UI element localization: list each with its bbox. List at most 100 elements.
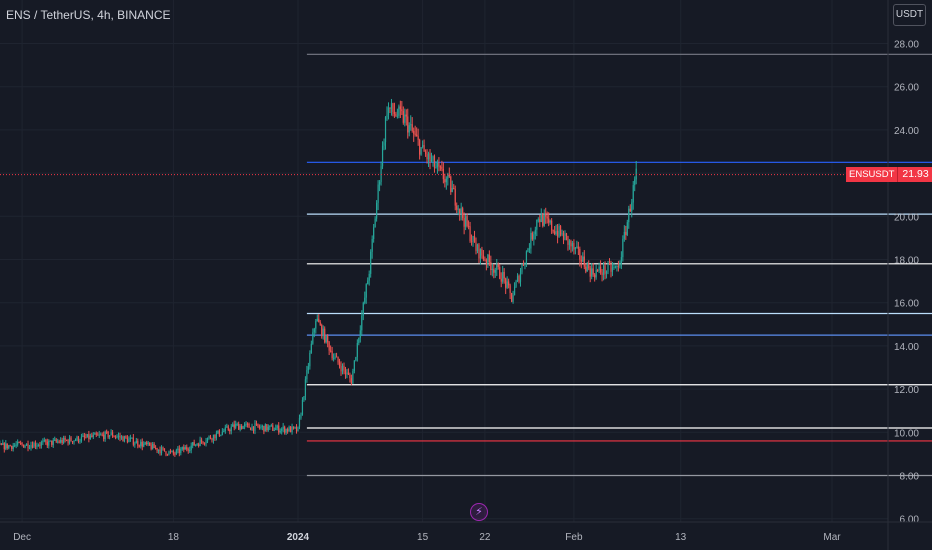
symbol-title[interactable]: ENS / TetherUS, 4h, BINANCE <box>6 8 171 22</box>
candle-body <box>52 440 54 445</box>
candle-body <box>264 424 266 432</box>
candle-body <box>77 436 80 442</box>
candle-body <box>479 248 482 259</box>
candle-body <box>502 271 504 282</box>
candle-body <box>376 202 378 219</box>
candle-body <box>524 262 526 266</box>
price-axis[interactable]: 6.008.0010.0012.0014.0016.0018.0020.0022… <box>887 0 919 550</box>
candle-body <box>61 439 63 444</box>
candle-body <box>554 231 556 235</box>
candle-body <box>315 321 317 329</box>
candle-body <box>497 264 499 267</box>
candle-body <box>402 111 404 123</box>
candle-body <box>500 278 502 282</box>
candle-body <box>113 436 115 438</box>
candle-body <box>287 429 289 432</box>
candle-body <box>172 450 174 454</box>
candle-body <box>6 443 8 449</box>
candle-body <box>249 427 252 431</box>
candle-body <box>22 444 25 448</box>
candle-body <box>632 185 634 203</box>
candle-body <box>591 268 593 277</box>
candle-body <box>279 430 281 433</box>
candle-body <box>476 244 479 251</box>
candle-body <box>257 423 259 427</box>
candle-body <box>597 270 599 272</box>
candle-body <box>373 227 375 239</box>
candle-body <box>432 156 434 160</box>
candle-body <box>448 174 450 177</box>
candle-body <box>487 254 489 264</box>
candle-body <box>623 231 625 239</box>
candle-body <box>150 445 152 450</box>
candle-body <box>356 343 358 358</box>
time-axis[interactable]: 13Dec1820241522Feb13Mar18Apr15 <box>0 521 932 543</box>
candle-body <box>594 274 596 278</box>
candle-body <box>166 454 169 456</box>
candle-body <box>180 449 182 454</box>
candle-body <box>574 247 576 250</box>
candle-body <box>610 263 612 272</box>
candle-body <box>307 366 309 371</box>
candle-body <box>24 445 26 448</box>
price-tick-label: 28.00 <box>894 40 919 51</box>
candle-body <box>116 436 118 438</box>
candle-body <box>430 159 433 162</box>
candle-body <box>177 448 179 451</box>
candle-body <box>396 115 398 117</box>
candle-body <box>576 246 578 248</box>
candle-body <box>340 366 342 372</box>
candle-body <box>39 445 41 447</box>
candle-body <box>120 436 123 438</box>
candle-body <box>567 235 569 245</box>
candle-body <box>522 264 525 266</box>
candle-body <box>235 423 237 428</box>
candle-body <box>619 264 621 267</box>
candle-body <box>88 434 90 439</box>
candle-body <box>238 423 240 430</box>
candle-body <box>334 356 336 359</box>
lightning-icon[interactable]: ⚡ <box>470 503 488 521</box>
candle-body <box>291 426 293 433</box>
candle-body <box>600 266 602 273</box>
candle-body <box>297 426 299 432</box>
candle-body <box>232 424 234 427</box>
candle-body <box>196 444 198 446</box>
candle-body <box>140 441 142 447</box>
candle-body <box>313 328 315 333</box>
candle-body <box>429 153 431 162</box>
candle-body <box>328 342 330 351</box>
candle-body <box>239 426 241 430</box>
candle-body <box>353 360 355 372</box>
candle-body <box>422 145 424 148</box>
candle-body <box>482 255 485 260</box>
candle-body <box>608 263 611 265</box>
candle-body <box>25 443 28 446</box>
candle-body <box>138 445 140 447</box>
candle-body <box>457 208 459 210</box>
candle-body <box>493 268 495 273</box>
candle-body <box>531 232 533 240</box>
currency-button[interactable]: USDT <box>893 4 926 26</box>
candle-body <box>622 238 624 258</box>
candle-body <box>629 208 631 212</box>
candle-body <box>215 433 218 439</box>
candle-body <box>368 273 370 281</box>
price-tag-value: 21.93 <box>902 168 929 180</box>
candle-body <box>321 324 323 337</box>
candle-body <box>162 447 164 449</box>
candle-body <box>384 117 387 143</box>
candle-body <box>355 357 357 361</box>
candle-body <box>536 220 538 230</box>
candle-body <box>439 166 441 168</box>
candle-body <box>322 328 324 337</box>
candle-body <box>76 436 78 441</box>
candle-body <box>73 440 75 443</box>
candle-body <box>398 106 400 116</box>
candle-body <box>45 440 47 442</box>
candle-body <box>586 263 588 272</box>
candle-body <box>611 267 614 272</box>
price-tick-label: 14.00 <box>894 342 919 353</box>
candle-body <box>80 436 83 441</box>
